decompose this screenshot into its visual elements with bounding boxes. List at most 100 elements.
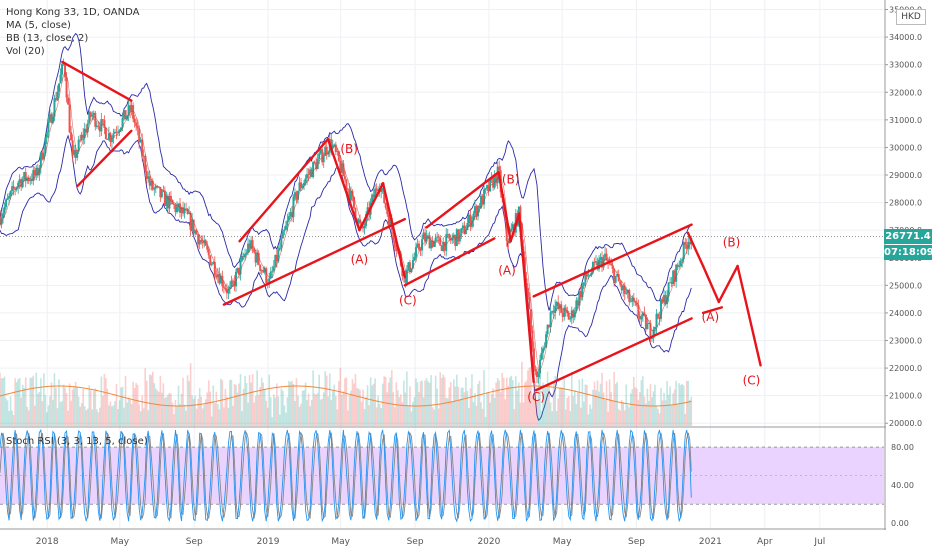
volume-bar <box>127 397 130 426</box>
candle-body <box>657 313 660 317</box>
candle-body <box>101 119 104 121</box>
volume-bar <box>201 408 204 426</box>
candle-body <box>256 252 259 263</box>
candle-body <box>336 151 339 153</box>
candle-body <box>207 249 210 256</box>
volume-bar <box>138 404 140 426</box>
candle-body <box>109 133 112 143</box>
volume-bar <box>220 378 222 426</box>
candle-body <box>331 144 334 149</box>
volume-bar <box>658 413 661 426</box>
trend-line <box>717 264 739 304</box>
candle-body <box>281 231 284 239</box>
volume-bar <box>397 390 399 426</box>
volume-bar <box>626 405 629 426</box>
volume-ma-line <box>0 385 692 407</box>
volume-bar <box>280 388 283 426</box>
last-price-tag: 26771.4 <box>884 229 932 245</box>
candle-body <box>623 285 626 294</box>
volume-bar <box>226 396 228 426</box>
volume-bar <box>253 402 255 426</box>
candle-body <box>337 151 340 161</box>
candle-body <box>35 167 38 176</box>
candle-body <box>505 220 508 241</box>
volume-bar <box>164 398 166 426</box>
volume-bar <box>557 398 559 426</box>
candle-body <box>622 285 625 291</box>
volume-bar <box>256 370 258 426</box>
candle-body <box>124 110 127 120</box>
volume-bar <box>418 392 420 426</box>
candle-body <box>675 264 678 282</box>
candle-body <box>212 262 215 265</box>
candle-body <box>663 295 666 303</box>
volume-bar <box>651 397 653 426</box>
candle-body <box>481 195 484 205</box>
candle-body <box>198 240 201 245</box>
candle-body <box>593 261 596 263</box>
candle-body <box>333 144 336 146</box>
candle-body <box>151 180 154 190</box>
volume-bar <box>213 402 216 426</box>
volume-bar <box>265 400 268 426</box>
legend-ma: MA (5, close) <box>6 20 71 31</box>
candle-body <box>439 237 442 246</box>
candle-body <box>53 98 56 117</box>
candle-body <box>231 280 234 282</box>
candle-body <box>330 139 333 149</box>
candle-body <box>543 347 546 349</box>
volume-bar <box>37 393 39 426</box>
volume-bar <box>347 410 349 426</box>
candle-body <box>209 255 212 266</box>
volume-bar <box>41 401 44 426</box>
x-tick-label: 2019 <box>257 537 280 547</box>
volume-bar <box>86 408 89 426</box>
volume-bar <box>155 388 157 426</box>
candle-body <box>652 329 655 339</box>
candle-body <box>363 226 366 229</box>
volume-bar <box>360 401 363 426</box>
volume-bar <box>17 379 19 426</box>
candle-body <box>685 244 688 249</box>
volume-bar <box>386 392 389 426</box>
candle-body <box>362 225 365 229</box>
volume-bar <box>540 410 543 426</box>
y-tick-label: 20000.0 <box>889 419 922 428</box>
candle-body <box>82 134 85 138</box>
volume-bar <box>392 392 395 426</box>
volume-bar <box>105 378 107 426</box>
candle-body <box>79 139 82 141</box>
volume-bar <box>596 380 599 426</box>
candle-body <box>221 275 224 287</box>
candle-body <box>239 260 242 275</box>
candle-body <box>33 170 36 176</box>
volume-bar <box>289 381 292 426</box>
candle-body <box>141 139 144 157</box>
volume-bar <box>446 398 449 426</box>
candle-body <box>6 198 9 200</box>
volume-bar <box>44 395 47 426</box>
ma-5-line <box>0 71 692 371</box>
candle-body <box>275 254 278 262</box>
volume-bar <box>62 384 65 426</box>
volume-bar <box>437 408 440 426</box>
candle-body <box>56 91 59 101</box>
candle-body <box>575 300 578 312</box>
volume-bar <box>534 381 537 426</box>
candle-body <box>265 268 268 283</box>
volume-bar <box>519 402 522 426</box>
candle-body <box>616 274 619 276</box>
candle-body <box>581 285 584 298</box>
volume-bar <box>661 400 664 426</box>
candle-body <box>295 192 298 200</box>
volume-bar <box>49 396 51 426</box>
currency-button[interactable]: HKD <box>896 9 926 25</box>
candle-body <box>493 174 496 188</box>
candle-body <box>322 156 325 163</box>
volume-bar <box>577 392 579 426</box>
volume-bar <box>357 388 360 426</box>
candle-body <box>159 187 162 198</box>
volume-bar <box>46 412 48 426</box>
